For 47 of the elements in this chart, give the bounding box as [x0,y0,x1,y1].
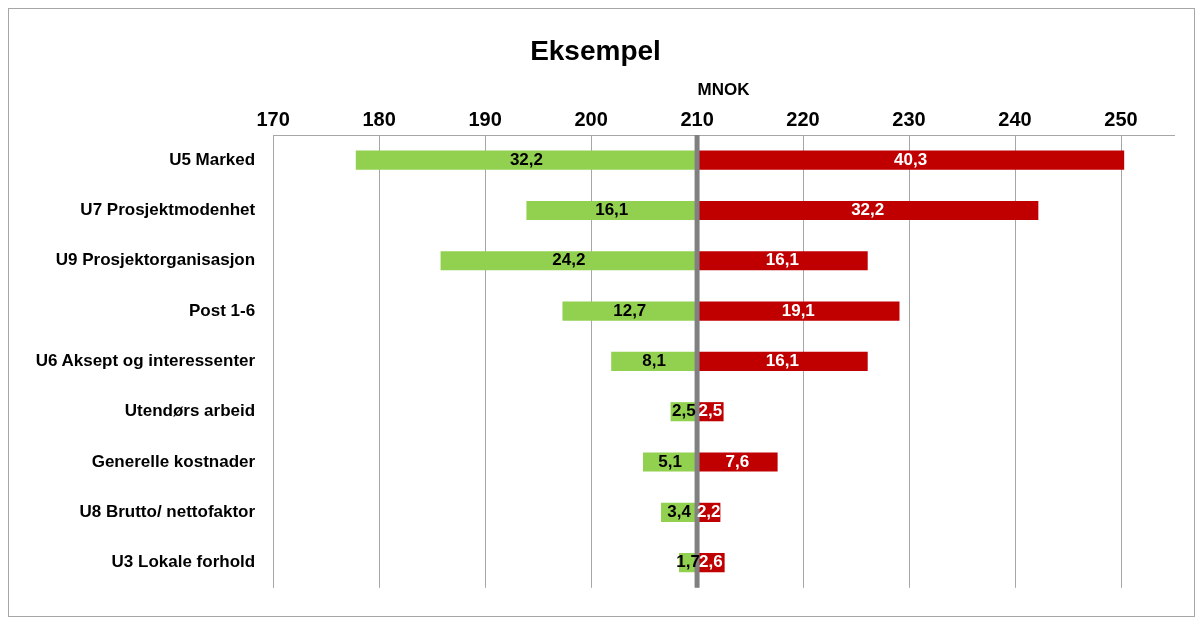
y-tick-label: U9 Prosjektorganisasjon [55,250,256,270]
data-label: 8,1 [642,351,666,371]
y-tick-label: Generelle kostnader [91,451,256,471]
data-label: 3,4 [667,502,692,522]
x-tick-label: 220 [786,107,820,130]
chart-title: Eksempel [530,34,661,66]
x-axis-title: MNOK [697,80,751,100]
x-tick-label: 190 [468,107,502,130]
bar [697,351,868,371]
y-tick-label: U8 Brutto/ nettofaktor [79,502,256,522]
data-label: 32,2 [851,200,885,220]
data-label: 16,1 [765,351,799,371]
bar [697,251,868,271]
bar [355,150,698,170]
bar [562,301,698,321]
data-label: 2,6 [699,552,723,572]
y-tick-label: Utendørs arbeid [124,401,256,421]
y-tick-label: Post 1-6 [188,300,256,320]
data-label: 2,5 [698,401,723,421]
data-label: 16,1 [765,250,799,270]
data-label: 24,2 [552,250,586,270]
y-tick-label: U6 Aksept og interessenter [35,351,256,371]
data-label: 2,5 [672,401,696,421]
x-tick-label: 180 [362,107,396,130]
x-tick-label: 210 [680,107,714,130]
x-tick-label: 250 [1104,107,1138,130]
bar [697,200,1039,221]
data-label: 19,1 [781,300,815,320]
data-label: 40,3 [894,149,928,169]
y-tick-label: U3 Lokale forhold [111,552,256,572]
data-label: 12,7 [613,300,647,320]
y-tick-label: U7 Prosjektmodenhet [80,200,256,220]
data-label: 5,1 [658,451,682,471]
bar [440,251,698,271]
bar [697,452,778,472]
x-tick-label: 170 [256,107,290,130]
y-tick-label: U5 Marked [169,149,256,169]
bar [697,150,1125,170]
x-tick-label: 240 [998,107,1032,130]
x-tick-label: 230 [892,107,926,130]
x-tick-label: 200 [574,107,608,130]
data-label: 2,2 [696,502,721,522]
bar [697,301,900,321]
data-label: 7,6 [725,451,750,471]
data-label: 16,1 [595,200,629,220]
data-label: 32,2 [509,149,543,169]
bar [526,200,698,221]
